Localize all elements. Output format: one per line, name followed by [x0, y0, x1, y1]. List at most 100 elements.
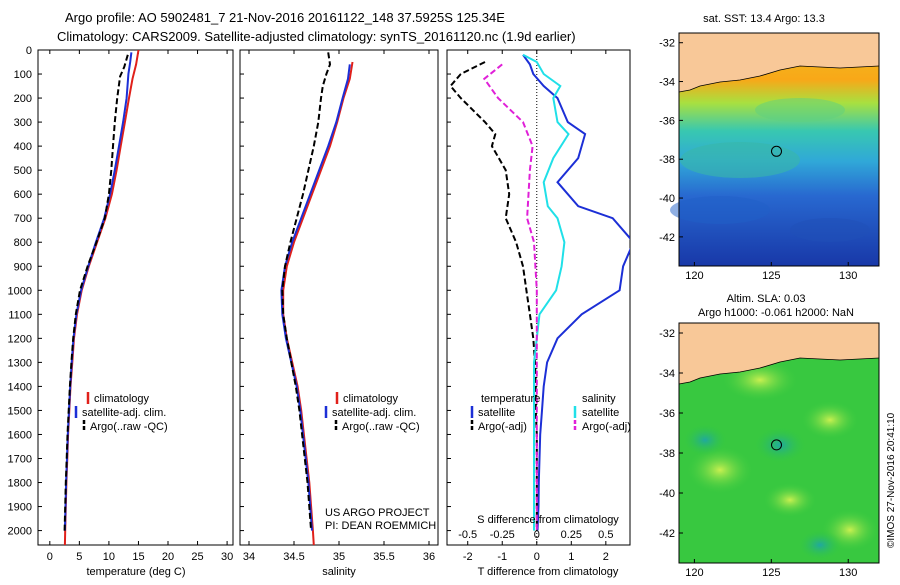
coastline: [678, 357, 880, 385]
credit-label: ©IMOS 27-Nov-2016 20:41:10: [886, 412, 897, 548]
sst-map-axes: 120 125 130 -32 -34 -36 -38 -40 -42: [659, 38, 857, 282]
map-y-tick-label: -42: [659, 232, 675, 244]
figure-subtitle: Climatology: CARS2009. Satellite-adjuste…: [57, 29, 576, 44]
x-tick-label: 5: [76, 551, 82, 563]
legend-label-argo: Argo(..raw -QC): [90, 421, 168, 433]
x-tick-label: 30: [221, 551, 233, 563]
salinity-x-axis: 34 34.5 35 35.5 36: [243, 50, 435, 563]
legend-label-t-argo: Argo(-adj): [478, 421, 527, 433]
land-mass: [679, 323, 879, 384]
s-tick-label: 0: [534, 529, 540, 541]
s-tick-label: 0.25: [561, 529, 582, 541]
legend-label-s-satellite: satellite: [582, 407, 619, 419]
depth-tick-label: 300: [14, 117, 32, 129]
salinity-legend: climatology satellite-adj. clim. Argo(..…: [324, 392, 420, 433]
s-difference-axis-label: S difference from climatology: [477, 514, 619, 526]
figure-title: Argo profile: AO 5902481_7 21-Nov-2016 2…: [65, 10, 505, 25]
map-y-tick-label: -36: [659, 408, 675, 420]
series-salinity-argo-adj-: [482, 63, 538, 531]
x-tick-label: 0: [534, 551, 540, 563]
legend-label-t-satellite: satellite: [478, 407, 515, 419]
series-argo-raw-qc-: [281, 52, 332, 531]
map-x-tick-label: 130: [839, 567, 857, 579]
x-tick-label: 10: [103, 551, 115, 563]
depth-tick-label: 1200: [8, 333, 32, 345]
x-tick-label: 34: [243, 551, 255, 563]
map-y-tick-label: -32: [659, 38, 675, 50]
x-tick-label: 34.5: [283, 551, 304, 563]
map-y-tick-label: -40: [659, 193, 675, 205]
depth-tick-label: 900: [14, 261, 32, 273]
map-x-tick-label: 120: [685, 270, 703, 282]
map-y-tick-label: -34: [659, 77, 675, 89]
map-y-tick-label: -34: [659, 368, 675, 380]
x-tick-label: 15: [132, 551, 144, 563]
series-temperature-satellite: [522, 54, 630, 531]
sst-map: [670, 32, 880, 267]
temperature-lines: [63, 50, 140, 545]
depth-axis: 0 100 200 300 400 500 600 700 800 900 1000 1100 1200…: [8, 45, 451, 538]
s-tick-label: 0.5: [598, 529, 613, 541]
depth-tick-label: 1600: [8, 429, 32, 441]
sla-map: [678, 322, 880, 564]
x-tick-label: 0: [47, 551, 53, 563]
argo-float-marker: [771, 439, 782, 451]
legend-label-satellite: satellite-adj. clim.: [332, 407, 416, 419]
salinity-lines: [280, 52, 354, 545]
map-y-tick-label: -32: [659, 328, 675, 340]
salinity-axis-label: salinity: [322, 566, 356, 578]
series-salinity-satellite: [522, 53, 570, 531]
series-climatology: [282, 61, 354, 545]
map-y-tick-label: -38: [659, 154, 675, 166]
x-tick-label: 1: [568, 551, 574, 563]
salinity-panel-frame: [239, 49, 439, 546]
depth-tick-label: 800: [14, 237, 32, 249]
legend-label-climatology: climatology: [94, 393, 150, 405]
difference-x-axis: -2 -1 0 1 2 -0.5 -0.25 0 0.25 0.5: [458, 50, 613, 563]
depth-tick-label: 1300: [8, 357, 32, 369]
depth-tick-label: 200: [14, 93, 32, 105]
x-tick-label: 35.5: [373, 551, 394, 563]
sst-map-title: sat. SST: 13.4 Argo: 13.3: [703, 13, 825, 25]
legend-label-satellite: satellite-adj. clim.: [82, 407, 166, 419]
depth-tick-label: 1000: [8, 285, 32, 297]
series-argo-raw-qc-: [63, 54, 129, 531]
map-x-tick-label: 125: [762, 567, 780, 579]
map-y-tick-label: -40: [659, 488, 675, 500]
s-tick-label: -0.5: [458, 529, 477, 541]
sla-map-axes: 120 125 130 -32 -34 -36 -38 -40 -42: [659, 328, 857, 579]
x-tick-label: 36: [423, 551, 435, 563]
map-x-tick-label: 120: [685, 567, 703, 579]
depth-tick-label: 600: [14, 189, 32, 201]
depth-tick-label: 1700: [8, 453, 32, 465]
map-y-tick-label: -38: [659, 448, 675, 460]
legend-label-argo: Argo(..raw -QC): [342, 421, 420, 433]
depth-tick-label: 500: [14, 165, 32, 177]
sla-map-title-2: Argo h1000: -0.061 h2000: NaN: [698, 307, 854, 319]
depth-tick-label: 1100: [8, 309, 32, 321]
difference-legend: temperature salinity satellite Argo(-adj…: [470, 393, 631, 433]
depth-tick-label: 1900: [8, 502, 32, 514]
depth-tick-label: 1400: [8, 381, 32, 393]
temperature-x-axis: 0 5 10 15 20 25 30: [47, 50, 233, 563]
legend-group-salinity: salinity: [582, 393, 616, 405]
map-x-tick-label: 125: [762, 270, 780, 282]
depth-tick-label: 0: [26, 45, 32, 57]
x-tick-label: -1: [497, 551, 507, 563]
map-x-tick-label: 130: [839, 270, 857, 282]
temperature-legend: climatology satellite-adj. clim. Argo(..…: [74, 392, 168, 433]
depth-tick-label: 1500: [8, 405, 32, 417]
x-tick-label: 2: [603, 551, 609, 563]
depth-tick-label: 400: [14, 141, 32, 153]
s-tick-label: -0.25: [490, 529, 515, 541]
map-y-tick-label: -36: [659, 115, 675, 127]
x-tick-label: 35: [333, 551, 345, 563]
difference-lines: [449, 53, 630, 531]
t-difference-axis-label: T difference from climatology: [478, 566, 619, 578]
depth-tick-label: 2000: [8, 526, 32, 538]
legend-label-climatology: climatology: [343, 393, 399, 405]
x-tick-label: 20: [162, 551, 174, 563]
difference-panel-frame: [446, 49, 631, 546]
temperature-axis-label: temperature (deg C): [86, 566, 185, 578]
